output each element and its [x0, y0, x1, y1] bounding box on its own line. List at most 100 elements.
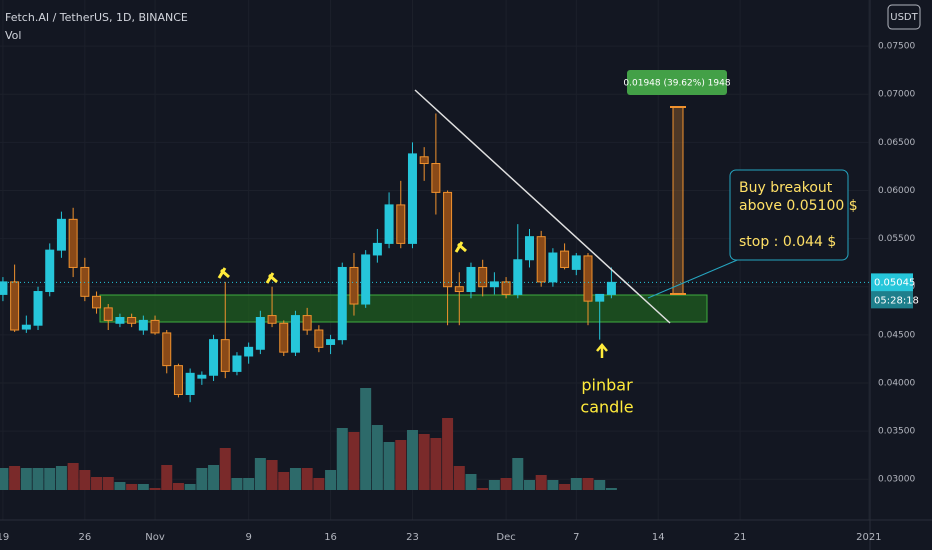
candle-body — [571, 255, 581, 270]
x-tick-label: Dec — [496, 532, 515, 543]
marker-icon — [217, 267, 230, 279]
volume-bar — [44, 468, 56, 490]
volume-bar — [336, 428, 348, 490]
candle-body — [454, 286, 464, 293]
x-tick-label: 19 — [0, 532, 9, 543]
candle-body — [209, 339, 219, 376]
y-tick-label: 0.06000 — [878, 186, 915, 196]
callout-text: Buy breakout — [739, 180, 833, 196]
y-tick-label: 0.03500 — [878, 427, 915, 437]
candle-body — [501, 281, 511, 295]
x-tick-label: Nov — [145, 532, 165, 543]
y-tick-label: 0.03000 — [878, 475, 915, 485]
volume-bar — [79, 470, 91, 490]
x-tick-label: 16 — [324, 532, 337, 543]
candle-body — [0, 281, 8, 295]
x-tick-label: 26 — [78, 532, 91, 543]
volume-bar — [442, 418, 454, 490]
volume-bar — [535, 475, 547, 490]
candle-body — [583, 255, 593, 302]
y-tick-label: 0.07000 — [878, 90, 915, 100]
candle-body — [103, 307, 113, 321]
candle-body — [396, 204, 406, 244]
volume-bar — [149, 488, 161, 490]
candle-body — [255, 317, 265, 350]
volume-bar — [383, 442, 395, 490]
marker-icon — [454, 241, 467, 253]
volume-bar — [126, 484, 138, 490]
y-tick-label: 0.06500 — [878, 138, 915, 148]
volume-bar — [360, 388, 372, 490]
measure-label: 0.01948 (39.62%) 1948 — [623, 79, 730, 89]
x-tick-label: 23 — [406, 532, 419, 543]
candle-body — [115, 317, 125, 324]
candle-body — [33, 291, 43, 326]
volume-bar — [371, 425, 383, 490]
candle-body — [162, 332, 172, 367]
volume-bar — [605, 488, 617, 490]
candle-body — [127, 317, 137, 324]
volume-bar — [430, 438, 442, 490]
marker-icon — [265, 272, 278, 284]
x-tick-label: 2021 — [856, 532, 881, 543]
volume-bar — [582, 478, 594, 490]
note-text: candle — [580, 398, 633, 417]
volume-bar — [406, 430, 418, 490]
volume-bar — [301, 468, 313, 490]
callout-text: stop : 0.044 $ — [739, 234, 836, 250]
trend-line — [414, 89, 671, 324]
candle-body — [68, 218, 78, 268]
volume-bar — [477, 488, 489, 490]
measure-bar — [672, 106, 684, 295]
volume-bar — [278, 472, 290, 490]
candle-body — [595, 293, 605, 302]
candle-body — [349, 266, 359, 305]
last-price-label: 0.05045 — [874, 277, 915, 288]
time-axis — [0, 520, 932, 550]
candle-body — [232, 355, 242, 372]
volume-bar — [488, 480, 500, 490]
candle-body — [92, 295, 102, 309]
volume-bar — [500, 478, 512, 490]
candle-body — [560, 250, 570, 268]
volume-bar — [559, 484, 571, 490]
y-tick-label: 0.07500 — [878, 42, 915, 52]
candle-body — [431, 163, 441, 193]
volume-label: Vol — [5, 29, 21, 42]
candle-body — [478, 266, 488, 288]
candle-body — [185, 372, 195, 395]
volume-bar — [137, 484, 149, 490]
candle-body — [372, 242, 382, 256]
candle-body — [267, 315, 277, 324]
volume-bar — [254, 458, 266, 490]
countdown-box — [871, 291, 913, 309]
countdown-label: 05:28:18 — [874, 295, 919, 306]
candle-body — [536, 236, 546, 283]
volume-bar — [20, 468, 32, 490]
chart-title: Fetch.AI / TetherUS, 1D, BINANCE — [5, 11, 188, 24]
candle-body — [524, 236, 534, 261]
candle-body — [21, 324, 31, 330]
candle-body — [197, 374, 207, 379]
candle-body — [326, 339, 336, 345]
candle-body — [290, 315, 300, 353]
x-tick-label: 7 — [573, 532, 579, 543]
volume-bar — [243, 478, 255, 490]
volume-bar — [266, 460, 278, 490]
volume-bar — [196, 468, 208, 490]
callout-text: above 0.05100 $ — [739, 198, 858, 214]
candle-body — [314, 329, 324, 348]
candle-body — [407, 153, 417, 244]
volume-bar — [32, 468, 44, 490]
volume-bar — [114, 482, 126, 490]
candle-body — [45, 249, 55, 293]
candle-body — [56, 218, 66, 251]
volume-bar — [9, 466, 21, 490]
volume-bar — [67, 463, 79, 490]
candle-body — [302, 315, 312, 331]
candle-body — [361, 254, 371, 305]
volume-bar — [418, 434, 430, 490]
volume-bar — [313, 478, 325, 490]
volume-bar — [91, 477, 103, 490]
